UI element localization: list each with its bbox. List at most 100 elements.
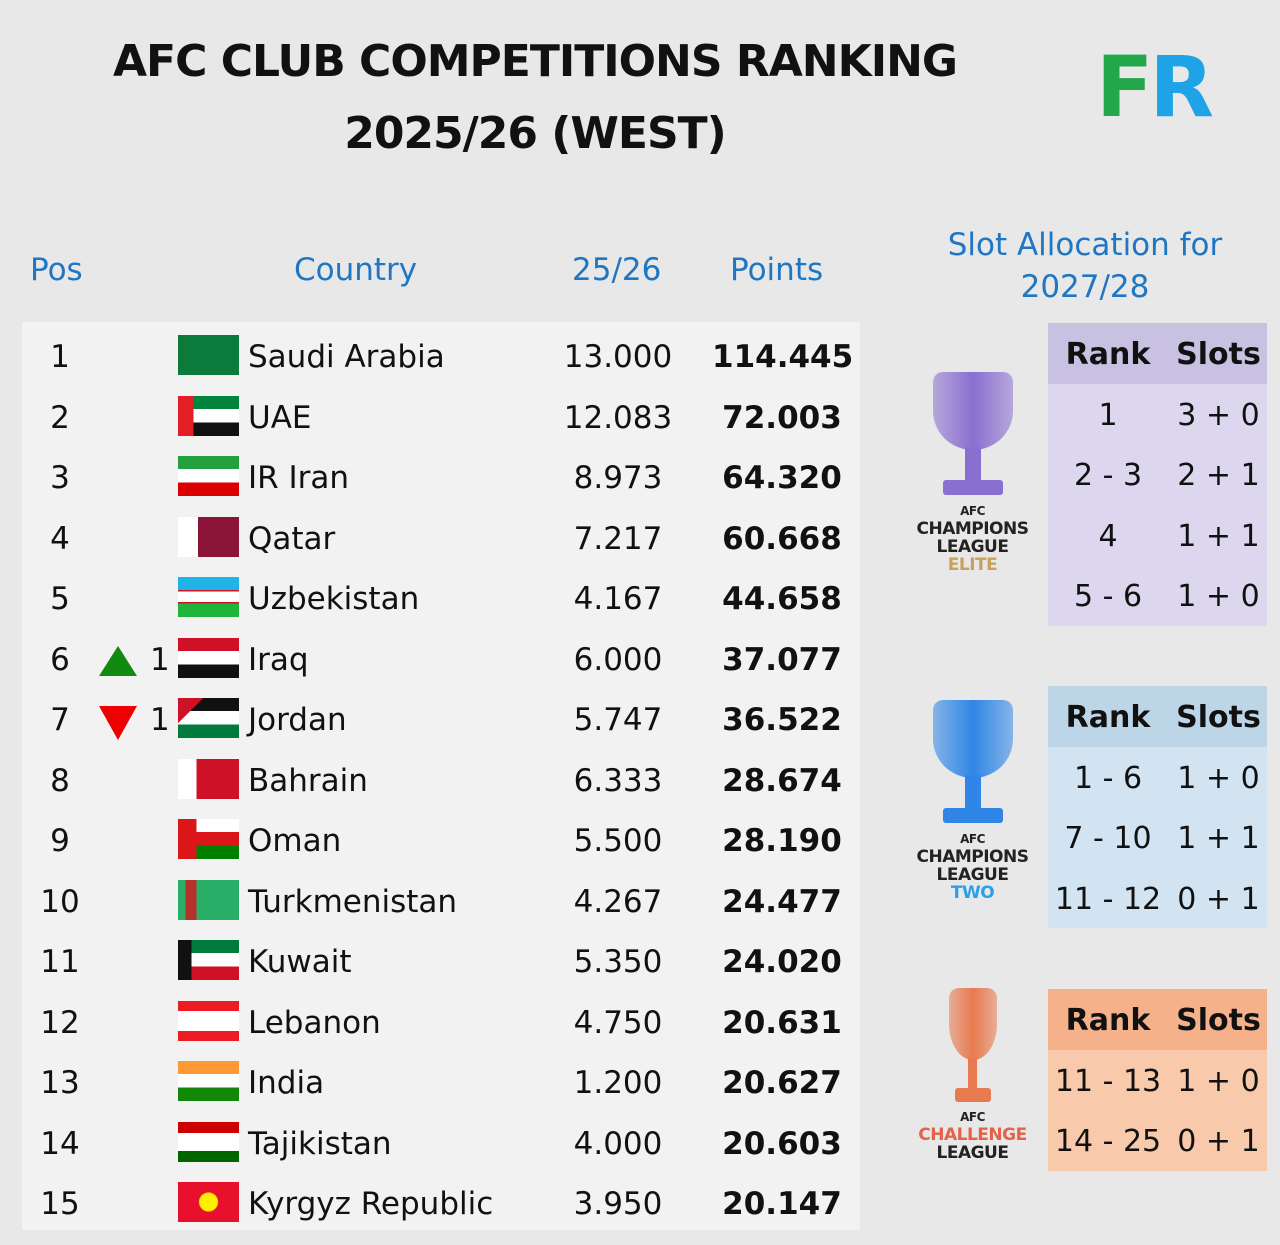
flag-qatar-icon bbox=[178, 516, 239, 557]
position: 2 bbox=[50, 399, 70, 436]
trophy-label: CHAMPIONS bbox=[916, 847, 1030, 867]
flag-lebanon-icon bbox=[178, 1000, 239, 1041]
rank-range: 7 - 10 bbox=[1064, 821, 1152, 856]
slot-row: 5 - 6 1 + 0 bbox=[1048, 565, 1267, 626]
trophy-logo: AFC CHAMPIONS LEAGUE TWO bbox=[900, 700, 1045, 902]
season-points: 5.350 bbox=[573, 944, 663, 980]
slot-count: 0 + 1 bbox=[1177, 1124, 1260, 1159]
flag-kyrgyzstan-icon bbox=[178, 1182, 239, 1222]
col-slots: Slots bbox=[1176, 700, 1261, 735]
col-rank: Rank bbox=[1065, 700, 1151, 735]
col-rank: Rank bbox=[1065, 1003, 1151, 1038]
flag-uae-icon bbox=[178, 395, 239, 436]
total-points: 60.668 bbox=[722, 520, 842, 557]
slot-row: 1 - 6 1 + 0 bbox=[1048, 747, 1267, 808]
table-row: 11 Kuwait 5.350 24.020 bbox=[22, 930, 860, 991]
total-points: 24.477 bbox=[722, 883, 842, 920]
slot-count: 1 + 1 bbox=[1177, 821, 1260, 856]
slot-row: 2 - 3 2 + 1 bbox=[1048, 444, 1267, 505]
country-name: India bbox=[248, 1065, 325, 1101]
season-points: 1.200 bbox=[573, 1065, 663, 1101]
rank-range: 1 bbox=[1098, 397, 1118, 433]
country-name: Lebanon bbox=[248, 1004, 381, 1041]
flag-turkmenistan-icon bbox=[178, 879, 239, 920]
table-row: 3 IR Iran 8.973 64.320 bbox=[22, 446, 860, 507]
trophy-label: LEAGUE bbox=[936, 865, 1009, 885]
page-title-line2: 2025/26 (WEST) bbox=[344, 108, 727, 159]
col-slots: Slots bbox=[1176, 1003, 1261, 1038]
season-points: 6.333 bbox=[573, 762, 663, 799]
slot-row: 4 1 + 1 bbox=[1048, 505, 1267, 566]
season-points: 12.083 bbox=[563, 399, 673, 436]
trophy-label: AFC bbox=[960, 1110, 985, 1124]
slot-title-line1: Slot Allocation for bbox=[947, 227, 1223, 263]
header-season: 25/26 bbox=[572, 252, 662, 288]
flag-kuwait-icon bbox=[178, 940, 239, 980]
slot-count: 2 + 1 bbox=[1177, 458, 1260, 493]
slot-row: 1 3 + 0 bbox=[1048, 384, 1267, 445]
total-points: 37.077 bbox=[722, 641, 842, 678]
season-points: 6.000 bbox=[573, 641, 663, 678]
table-row: 9 Oman 5.500 28.190 bbox=[22, 809, 860, 870]
rank-range: 5 - 6 bbox=[1073, 579, 1143, 614]
country-name: IR Iran bbox=[248, 460, 350, 496]
trophy-label: CHAMPIONS bbox=[916, 519, 1030, 539]
rank-range: 11 - 13 bbox=[1054, 1063, 1162, 1099]
position: 15 bbox=[40, 1186, 80, 1222]
flag-oman-icon bbox=[178, 819, 239, 859]
slot-table-header: Rank Slots bbox=[1048, 989, 1267, 1050]
trophy-label: LEAGUE bbox=[936, 1143, 1009, 1163]
page-title-line1: AFC CLUB COMPETITIONS RANKING bbox=[112, 36, 958, 87]
rank-range: 11 - 12 bbox=[1054, 881, 1162, 917]
season-points: 4.167 bbox=[573, 581, 663, 617]
table-row: 15 Kyrgyz Republic 3.950 20.147 bbox=[22, 1172, 860, 1233]
flag-jordan-icon bbox=[178, 698, 239, 738]
trophy-label: TWO bbox=[950, 883, 995, 903]
rank-range: 1 - 6 bbox=[1073, 760, 1143, 796]
ranking-table: 1 Saudi Arabia 13.000 114.445 2 UAE 12.083 72.0… bbox=[22, 322, 860, 1230]
position: 10 bbox=[40, 883, 80, 920]
season-points: 3.950 bbox=[573, 1186, 663, 1222]
arrow-up-icon bbox=[99, 645, 137, 676]
flag-uzbekistan-icon bbox=[178, 577, 239, 617]
country-name: Oman bbox=[248, 823, 342, 859]
header-country: Country bbox=[294, 252, 418, 288]
flag-tajikistan-icon bbox=[178, 1121, 239, 1162]
slot-count: 3 + 0 bbox=[1177, 397, 1260, 433]
position: 9 bbox=[50, 823, 70, 859]
slot-row: 11 - 13 1 + 0 bbox=[1048, 1050, 1267, 1111]
arrow-down-icon bbox=[99, 706, 137, 740]
flag-iran-icon bbox=[178, 456, 239, 496]
rank-range: 14 - 25 bbox=[1054, 1124, 1162, 1159]
fr-logo: FR bbox=[1096, 42, 1214, 132]
total-points: 36.522 bbox=[722, 702, 842, 738]
slot-count: 1 + 1 bbox=[1177, 518, 1260, 554]
total-points: 28.674 bbox=[722, 762, 842, 799]
position: 4 bbox=[50, 520, 70, 557]
country-name: Uzbekistan bbox=[248, 581, 420, 617]
flag-iraq-icon bbox=[178, 637, 239, 678]
trophy-logo: AFC CHAMPIONS LEAGUE ELITE bbox=[900, 372, 1045, 574]
table-row: 4 Qatar 7.217 60.668 bbox=[22, 507, 860, 568]
trophy-label: AFC bbox=[960, 504, 985, 518]
total-points: 114.445 bbox=[712, 339, 854, 375]
slot-title-line2: 2027/28 bbox=[1020, 269, 1150, 305]
slot-allocation-title: Slot Allocation for 2027/28 bbox=[900, 224, 1270, 308]
slot-row: 11 - 12 0 + 1 bbox=[1048, 868, 1267, 929]
flag-india-icon bbox=[178, 1061, 239, 1101]
season-points: 5.500 bbox=[573, 823, 663, 859]
position: 7 bbox=[50, 702, 70, 738]
slot-table: Rank Slots 1 3 + 0 2 - 3 2 + 1 4 1 + 1 5 - 6 1 + … bbox=[1048, 323, 1267, 626]
position: 5 bbox=[50, 581, 70, 617]
col-rank: Rank bbox=[1065, 337, 1151, 372]
country-name: Iraq bbox=[248, 641, 309, 678]
slot-table: Rank Slots 11 - 13 1 + 0 14 - 25 0 + 1 bbox=[1048, 989, 1267, 1171]
slot-count: 0 + 1 bbox=[1177, 881, 1260, 917]
slot-count: 1 + 0 bbox=[1177, 579, 1260, 614]
slot-table-header: Rank Slots bbox=[1048, 323, 1267, 384]
country-name: Saudi Arabia bbox=[248, 339, 445, 375]
country-name: Kuwait bbox=[248, 944, 352, 980]
trophy-logo: AFC CHALLENGE LEAGUE bbox=[900, 988, 1045, 1162]
country-name: Tajikistan bbox=[248, 1125, 392, 1162]
table-row: 5 Uzbekistan 4.167 44.658 bbox=[22, 567, 860, 628]
